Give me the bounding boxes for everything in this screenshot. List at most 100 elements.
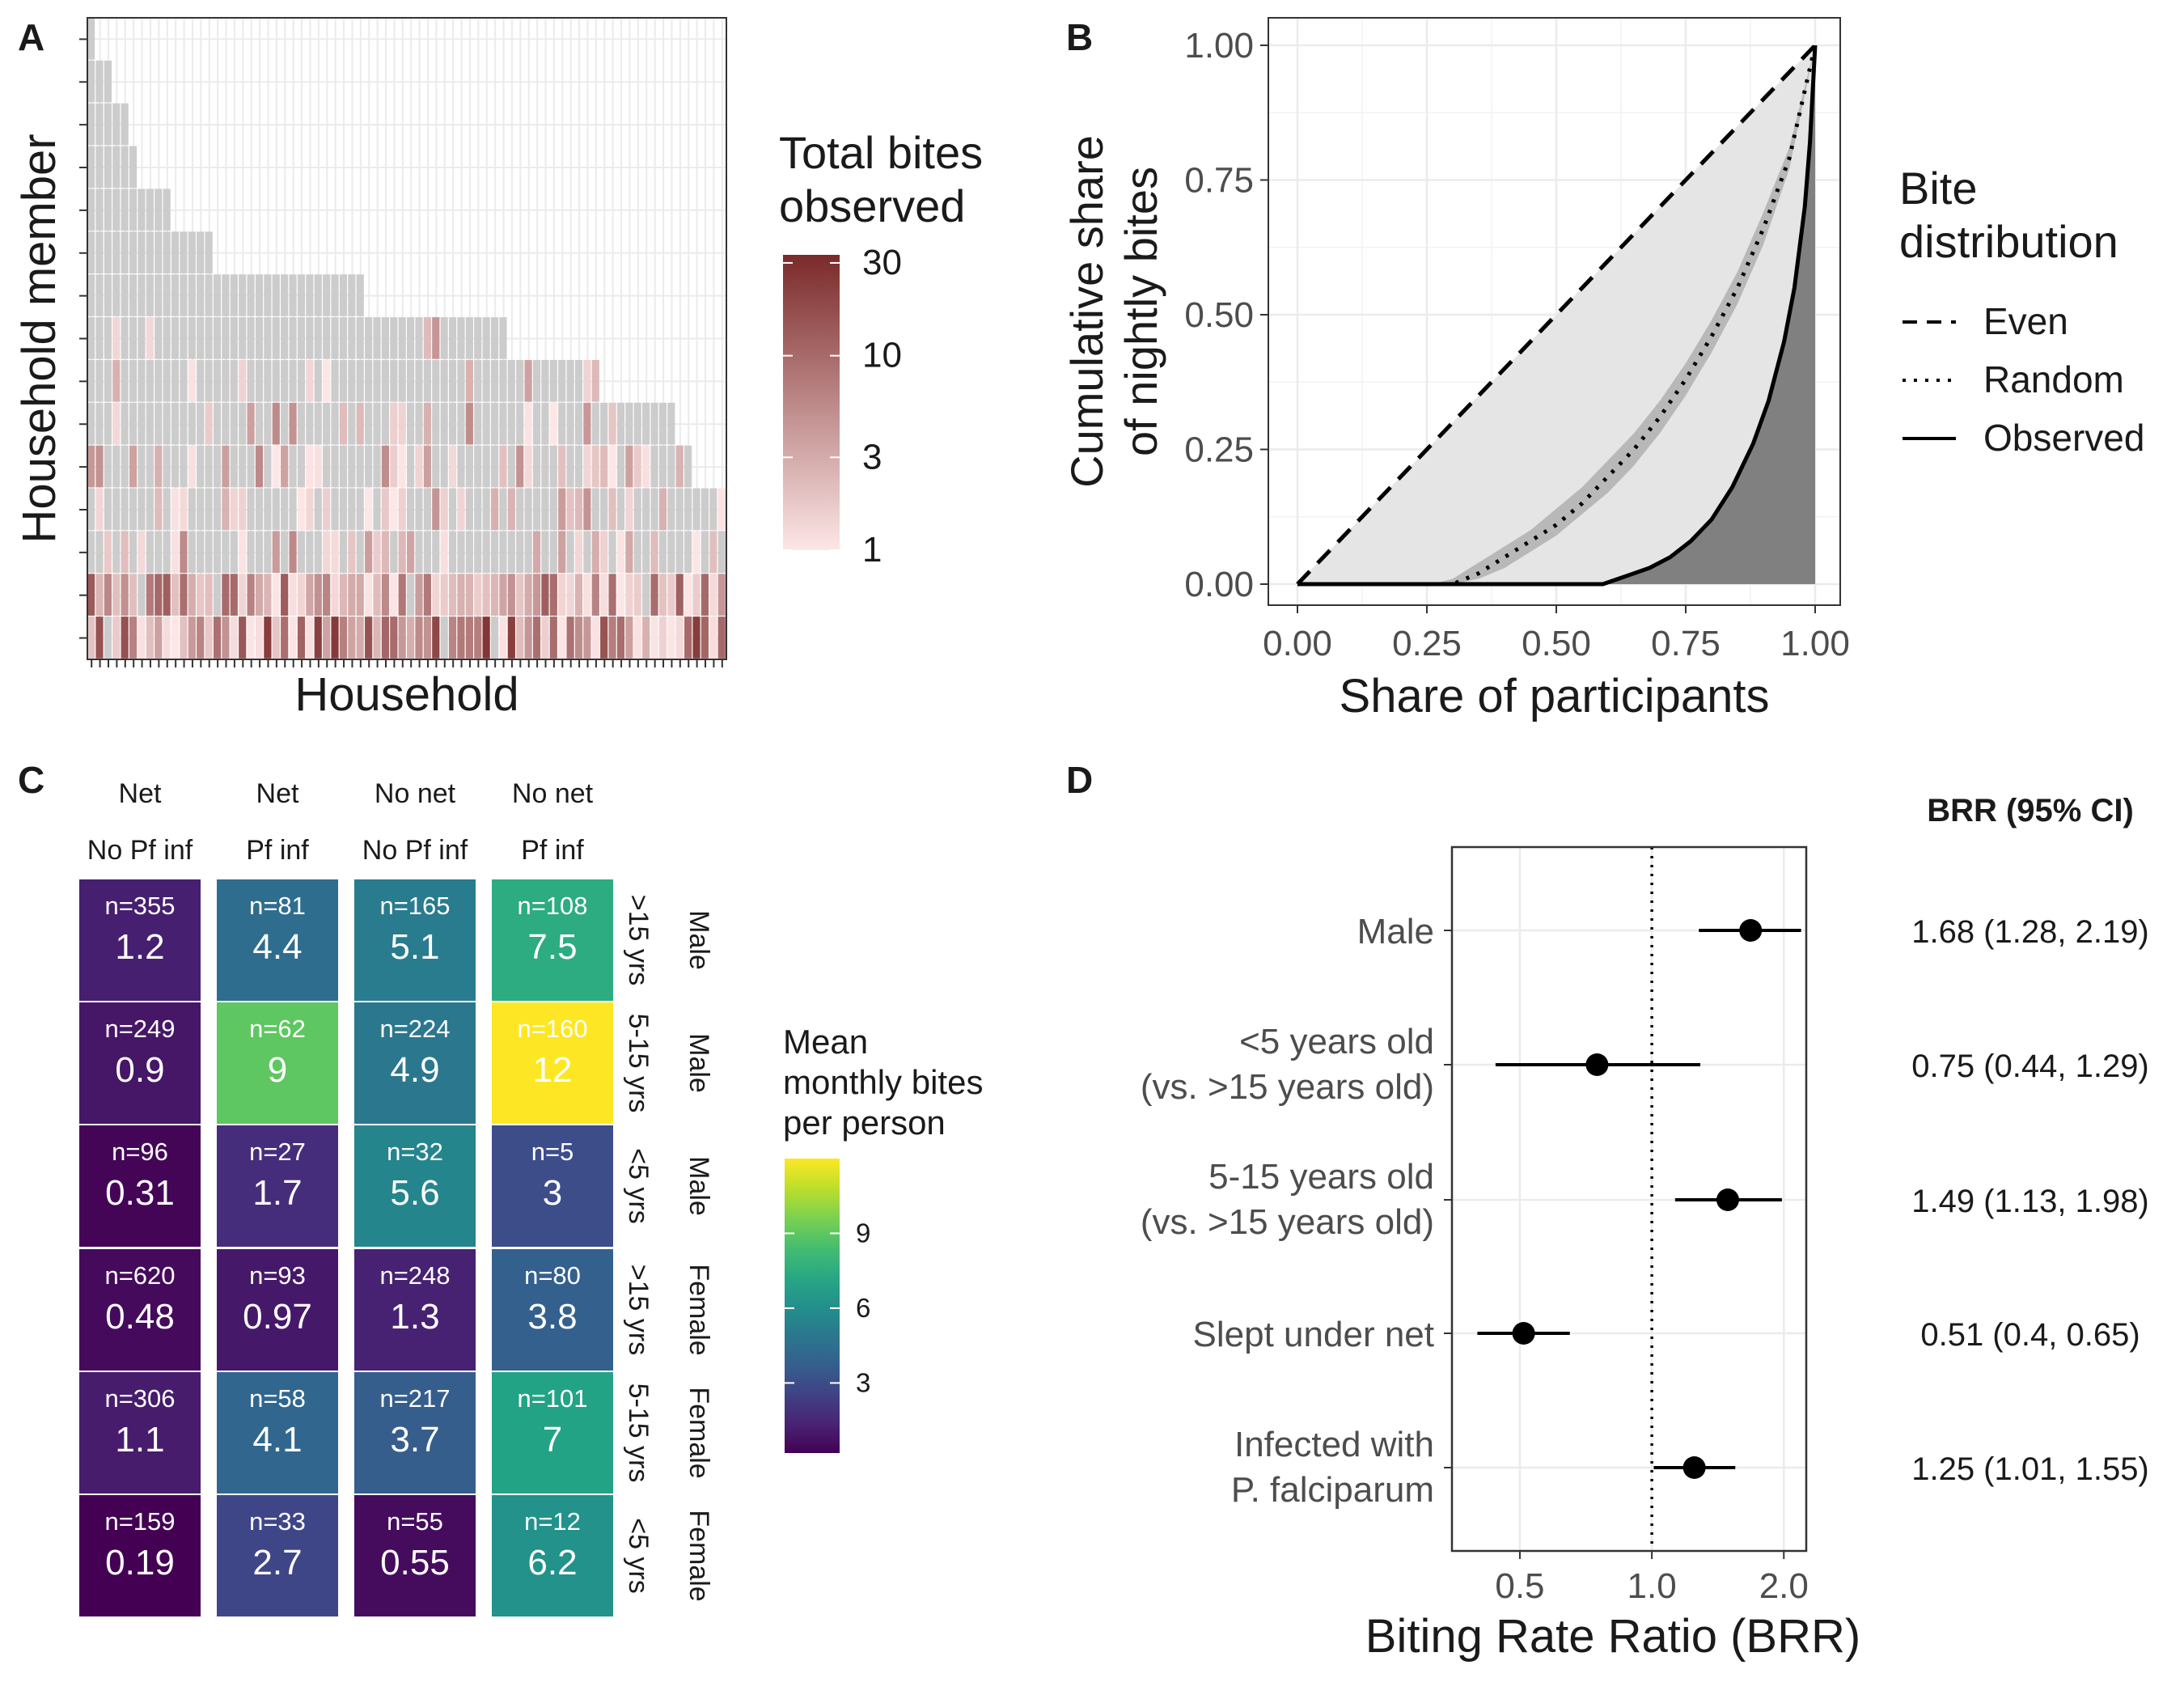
y-tick-label: 5-15 years old <box>1208 1157 1434 1197</box>
heatmap-cell <box>339 317 348 359</box>
heatmap-cell <box>667 445 675 488</box>
heatmap-cell <box>524 488 532 531</box>
heatmap-cell <box>482 402 490 445</box>
heatmap-cell <box>188 231 196 273</box>
facet-strip-label: Female <box>684 1510 714 1601</box>
heatmap-cell <box>79 879 201 1001</box>
heatmap-cell <box>112 445 121 488</box>
heatmap-cell <box>323 488 331 531</box>
heatmap-cell <box>407 531 415 574</box>
heatmap-cell <box>348 402 356 445</box>
cell-count: n=620 <box>104 1261 175 1290</box>
heatmap-cell <box>121 317 129 359</box>
heatmap-cell <box>197 274 205 316</box>
heatmap-cell <box>146 445 154 488</box>
point-estimate <box>1739 919 1763 942</box>
heatmap-cell <box>717 616 726 659</box>
y-tick-label: 0.75 <box>1184 161 1254 201</box>
heatmap-cell <box>373 574 381 616</box>
heatmap-cell <box>217 1495 338 1616</box>
heatmap-cell <box>415 616 423 659</box>
heatmap-cell <box>180 274 188 316</box>
heatmap-cell <box>87 189 95 231</box>
heatmap-cell <box>415 359 423 402</box>
facet-strip-label: No net <box>375 778 456 809</box>
heatmap-cell <box>247 317 255 359</box>
heatmap-cell <box>323 616 331 659</box>
heatmap-cell <box>314 402 322 445</box>
cell-count: n=249 <box>104 1015 175 1043</box>
heatmap-cell <box>205 359 213 402</box>
heatmap-cell <box>331 445 339 488</box>
heatmap-cell <box>188 616 196 659</box>
heatmap-cell <box>474 317 482 359</box>
heatmap-cell <box>398 531 406 574</box>
x-tick-label: 1.0 <box>1627 1566 1677 1606</box>
heatmap-cell <box>104 60 112 103</box>
heatmap-cell <box>390 488 398 531</box>
cell-count: n=5 <box>531 1138 574 1166</box>
heatmap-cell <box>222 574 230 616</box>
heatmap-cell <box>432 488 440 531</box>
x-axis-title: Share of participants <box>1340 670 1770 722</box>
heatmap-cell <box>95 402 104 445</box>
heatmap-cell <box>432 531 440 574</box>
heatmap-cell <box>281 616 289 659</box>
heatmap-cell <box>348 359 356 402</box>
heatmap-cell <box>222 488 230 531</box>
cell-value: 4.9 <box>390 1050 439 1090</box>
heatmap-cell <box>95 488 104 531</box>
heatmap-cell <box>272 488 280 531</box>
heatmap-cell <box>79 1495 201 1616</box>
heatmap-cell <box>95 274 104 316</box>
heatmap-cell <box>650 531 658 574</box>
heatmap-cell <box>558 574 566 616</box>
heatmap-cell <box>331 274 339 316</box>
heatmap-cell <box>642 445 650 488</box>
heatmap-cell <box>79 1002 201 1124</box>
heatmap-cell <box>213 402 222 445</box>
heatmap-cell <box>692 488 700 531</box>
heatmap-cell <box>423 402 431 445</box>
heatmap-cell <box>591 488 599 531</box>
heatmap-cell <box>490 402 499 445</box>
heatmap-cell <box>247 402 255 445</box>
heatmap-cell <box>121 402 129 445</box>
heatmap-cell <box>650 488 658 531</box>
heatmap-cell <box>583 616 591 659</box>
y-tick-label: Infected with <box>1234 1425 1434 1464</box>
heatmap-cell <box>129 317 138 359</box>
heatmap-cell <box>583 359 591 402</box>
heatmap-cell <box>163 445 171 488</box>
heatmap-cell <box>642 531 650 574</box>
heatmap-cell <box>381 359 390 402</box>
heatmap-cell <box>180 359 188 402</box>
heatmap-cell <box>264 274 272 316</box>
heatmap-cell <box>154 531 163 574</box>
heatmap-cell <box>457 445 465 488</box>
heatmap-cell <box>717 488 726 531</box>
heatmap-cell <box>104 317 112 359</box>
heatmap-cell <box>138 488 146 531</box>
heatmap-cell <box>95 103 104 146</box>
heatmap-cell <box>541 402 549 445</box>
heatmap-cell <box>281 317 289 359</box>
cell-value: 2.7 <box>252 1543 302 1582</box>
heatmap-cell <box>154 574 163 616</box>
heatmap-cell <box>314 445 322 488</box>
heatmap-cell <box>633 616 641 659</box>
facet-strip-label: 5-15 yrs <box>623 1014 654 1113</box>
heatmap-cell <box>390 359 398 402</box>
heatmap-cell <box>281 402 289 445</box>
heatmap-cell <box>616 488 625 531</box>
heatmap-cell <box>264 402 272 445</box>
heatmap-cell <box>222 317 230 359</box>
heatmap-cell <box>197 616 205 659</box>
heatmap-cell <box>516 445 524 488</box>
heatmap-cell <box>264 317 272 359</box>
heatmap-cell <box>239 402 247 445</box>
heatmap-cell <box>600 488 608 531</box>
heatmap-cell <box>197 445 205 488</box>
heatmap-cell <box>507 445 515 488</box>
heatmap-cell <box>314 317 322 359</box>
